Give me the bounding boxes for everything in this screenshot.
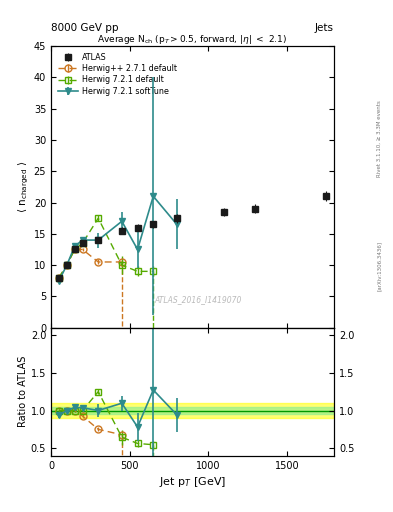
Text: ATLAS_2016_I1419070: ATLAS_2016_I1419070 xyxy=(154,295,242,304)
Text: Jets: Jets xyxy=(315,23,334,33)
Legend: ATLAS, Herwig++ 2.7.1 default, Herwig 7.2.1 default, Herwig 7.2.1 softTune: ATLAS, Herwig++ 2.7.1 default, Herwig 7.… xyxy=(55,50,179,98)
X-axis label: Jet p$_T$ [GeV]: Jet p$_T$ [GeV] xyxy=(159,475,226,489)
Text: Rivet 3.1.10, ≥ 3.3M events: Rivet 3.1.10, ≥ 3.3M events xyxy=(377,100,382,177)
Text: [arXiv:1306.3436]: [arXiv:1306.3436] xyxy=(377,241,382,291)
Y-axis label: Ratio to ATLAS: Ratio to ATLAS xyxy=(18,356,28,428)
Y-axis label: $\langle$ n$_{\rm charged}$ $\rangle$: $\langle$ n$_{\rm charged}$ $\rangle$ xyxy=(17,161,31,213)
Bar xyxy=(51,403,334,418)
Title: Average N$_{\rm ch}$ (p$_T$$>$0.5, forward, |$\eta$| $<$ 2.1): Average N$_{\rm ch}$ (p$_T$$>$0.5, forwa… xyxy=(97,33,288,46)
Text: 8000 GeV pp: 8000 GeV pp xyxy=(51,23,119,33)
Bar xyxy=(51,407,334,414)
